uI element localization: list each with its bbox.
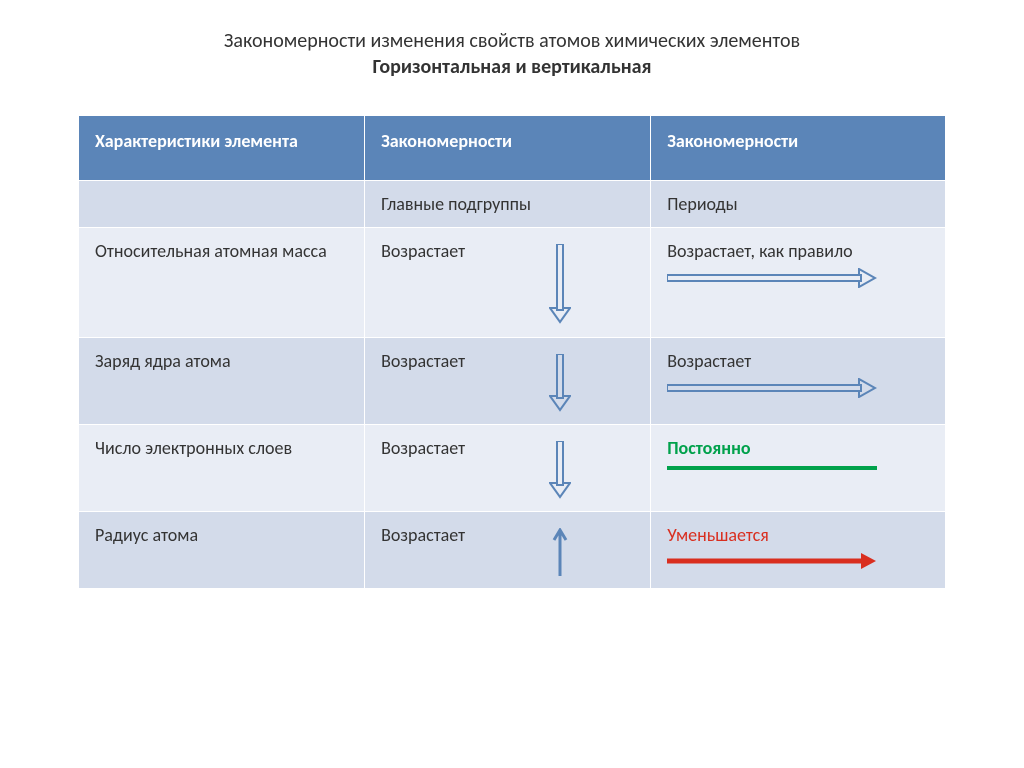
table-row: Заряд ядра атома Возрастает Возрастает	[79, 338, 946, 425]
header-patterns-1: Закономерности	[365, 116, 651, 181]
row-col3: Постоянно	[651, 425, 946, 512]
row-label: Число электронных слоев	[79, 425, 365, 512]
arrow-right-icon	[667, 378, 877, 398]
line-right-icon	[667, 465, 877, 471]
col2-text: Возрастает	[381, 350, 465, 372]
row-col2: Возрастает	[365, 228, 651, 338]
row-label: Заряд ядра атома	[79, 338, 365, 425]
arrow-down-icon	[549, 244, 571, 324]
table-row: Число электронных слоев Возрастает Посто…	[79, 425, 946, 512]
header-characteristics: Характеристики элемента	[79, 116, 365, 181]
col2-text: Возрастает	[381, 524, 465, 546]
properties-table: Характеристики элемента Закономерности З…	[78, 115, 946, 589]
row-label: Относительная атомная масса	[79, 228, 365, 338]
row-col2: Возрастает	[365, 512, 651, 589]
subheader-cell: Главные подгруппы	[365, 181, 651, 228]
arrow-down-icon	[549, 441, 571, 499]
arrow-down-icon	[549, 354, 571, 412]
col3-text: Постоянно	[667, 437, 929, 459]
row-col3: Уменьшается	[651, 512, 946, 589]
table-row: Относительная атомная масса Возрастает В…	[79, 228, 946, 338]
col2-text: Возрастает	[381, 240, 465, 262]
col3-text: Возрастает, как правило	[667, 240, 929, 262]
arrow-up-icon	[552, 528, 568, 576]
col2-text: Возрастает	[381, 437, 465, 459]
row-col2: Возрастает	[365, 338, 651, 425]
page-title: Закономерности изменения свойств атомов …	[78, 28, 946, 80]
row-label: Радиус атома	[79, 512, 365, 589]
subheader-cell	[79, 181, 365, 228]
subheader-cell: Периоды	[651, 181, 946, 228]
col3-text: Уменьшается	[667, 524, 929, 546]
row-col3: Возрастает	[651, 338, 946, 425]
subheader-row: Главные подгруппыПериоды	[79, 181, 946, 228]
arrow-right-icon	[667, 268, 877, 288]
row-col2: Возрастает	[365, 425, 651, 512]
table-row: Радиус атома Возрастает Уменьшается	[79, 512, 946, 589]
col3-text: Возрастает	[667, 350, 929, 372]
row-col3: Возрастает, как правило	[651, 228, 946, 338]
title-line-2: Горизонтальная и вертикальная	[373, 55, 652, 79]
title-line-1: Закономерности изменения свойств атомов …	[224, 29, 800, 53]
arrow-right-solid-icon	[667, 552, 877, 570]
header-row: Характеристики элемента Закономерности З…	[79, 116, 946, 181]
header-patterns-2: Закономерности	[651, 116, 946, 181]
